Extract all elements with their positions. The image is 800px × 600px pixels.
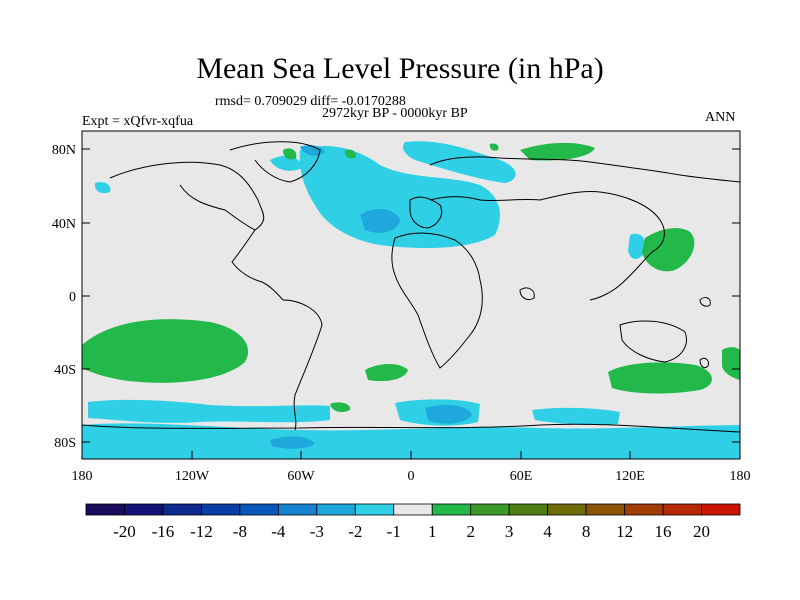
colorbar-label: -1 bbox=[387, 522, 401, 541]
lat-label-40s: 40S bbox=[54, 363, 76, 378]
colorbar-swatch bbox=[239, 503, 279, 516]
colorbar-swatch bbox=[85, 503, 125, 516]
colorbar-label: 20 bbox=[693, 522, 710, 541]
colorbar-label: -20 bbox=[113, 522, 136, 541]
lat-label-0: 0 bbox=[69, 290, 76, 305]
colorbar: -20 -16 -12 -8 -4 -3 -2 -1 1 2 3 4 8 12 16 20 bbox=[85, 503, 741, 541]
lat-ticks bbox=[82, 148, 740, 443]
stats-text: rmsd= 0.709029 diff= -0.0170288 bbox=[215, 94, 406, 109]
colorbar-swatch bbox=[316, 503, 356, 516]
colorbar-swatch bbox=[354, 503, 395, 516]
lon-label-180w: 180 bbox=[72, 469, 93, 484]
colorbar-label: 16 bbox=[655, 522, 672, 541]
colorbar-label: -12 bbox=[190, 522, 213, 541]
lon-ticks bbox=[81, 451, 741, 459]
colorbar-swatch bbox=[585, 503, 625, 516]
map-title: Mean Sea Level Pressure (in hPa) bbox=[196, 52, 604, 85]
colorbar-swatch bbox=[701, 503, 741, 516]
period-text: 2972kyr BP - 0000kyr BP bbox=[322, 106, 468, 121]
lon-label-60e: 60E bbox=[510, 469, 533, 484]
lon-label-0: 0 bbox=[408, 469, 415, 484]
lat-label-80s: 80S bbox=[54, 436, 76, 451]
colorbar-label: -3 bbox=[310, 522, 324, 541]
colorbar-swatch bbox=[277, 503, 318, 516]
colorbar-label: 3 bbox=[505, 522, 514, 541]
colorbar-label: -4 bbox=[271, 522, 286, 541]
lat-label-40n: 40N bbox=[52, 217, 76, 232]
lon-label-120w: 120W bbox=[175, 469, 210, 484]
colorbar-swatch bbox=[508, 503, 549, 516]
colorbar-label: 1 bbox=[428, 522, 437, 541]
colorbar-swatch bbox=[431, 503, 472, 516]
colorbar-swatch bbox=[124, 503, 164, 516]
colorbar-swatch bbox=[393, 503, 433, 516]
colorbar-swatch bbox=[547, 503, 587, 516]
colorbar-swatch bbox=[470, 503, 510, 516]
experiment-text: Expt = xQfvr-xqfua bbox=[82, 114, 194, 129]
colorbar-label: 4 bbox=[543, 522, 552, 541]
colorbar-swatch bbox=[201, 503, 241, 516]
colorbar-label: 12 bbox=[616, 522, 633, 541]
lon-label-180e: 180 bbox=[730, 469, 751, 484]
season-text: ANN bbox=[705, 110, 736, 125]
colorbar-label: -8 bbox=[233, 522, 247, 541]
colorbar-swatch bbox=[624, 503, 664, 516]
colorbar-label: 8 bbox=[582, 522, 591, 541]
lat-label-80n: 80N bbox=[52, 143, 76, 158]
lon-label-60w: 60W bbox=[287, 469, 315, 484]
colorbar-swatch bbox=[162, 503, 202, 516]
anomaly-fields bbox=[82, 141, 740, 459]
colorbar-label: 2 bbox=[466, 522, 475, 541]
colorbar-swatch bbox=[662, 503, 702, 516]
lon-label-120e: 120E bbox=[615, 469, 645, 484]
coastlines bbox=[82, 141, 740, 433]
colorbar-label: -2 bbox=[348, 522, 362, 541]
colorbar-label: -16 bbox=[152, 522, 175, 541]
